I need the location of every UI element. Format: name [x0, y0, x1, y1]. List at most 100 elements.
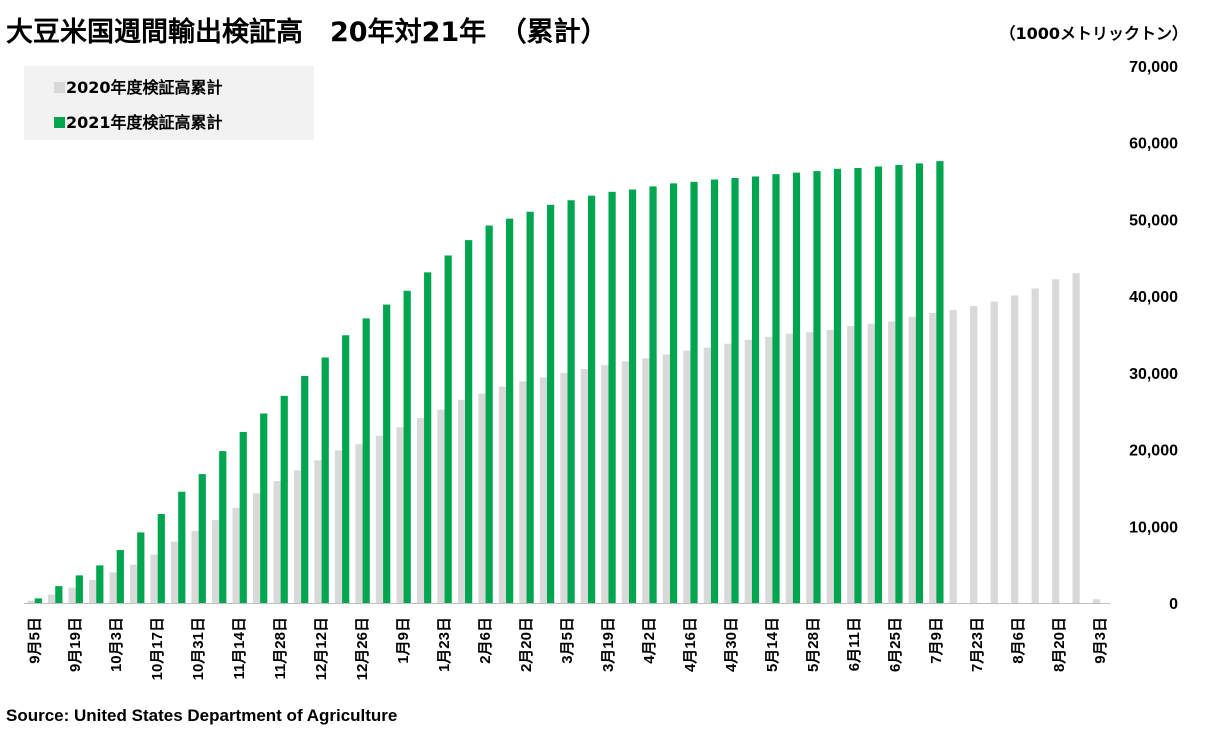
- bar-2021: [936, 161, 944, 603]
- x-tick-label: 9月5日: [26, 617, 43, 664]
- bar-2020: [560, 372, 568, 603]
- y-tick-label: 40,000: [1129, 289, 1178, 306]
- legend: 2020年度検証高累計 2021年度検証高累計: [24, 66, 314, 140]
- bar-2020: [1031, 288, 1039, 603]
- x-tick-label: 3月19日: [600, 617, 617, 672]
- bar-2020: [744, 339, 752, 603]
- bar-2021: [444, 255, 452, 604]
- bar-2020: [1072, 273, 1080, 603]
- bar-2021: [669, 183, 678, 603]
- bar-2021: [751, 176, 760, 603]
- bar-2020: [273, 481, 281, 603]
- bar-2020: [375, 435, 384, 603]
- bar-2021: [55, 586, 63, 603]
- y-tick-label: 60,000: [1129, 136, 1178, 153]
- y-tick-label: 20,000: [1129, 443, 1178, 460]
- bar-2021: [383, 304, 391, 603]
- bar-2020: [211, 520, 220, 603]
- bar-2020: [130, 564, 138, 603]
- y-tick-label: 30,000: [1129, 366, 1178, 383]
- x-tick-label: 10月17日: [149, 617, 166, 680]
- bar-2020: [949, 309, 957, 603]
- bar-2020: [457, 399, 466, 603]
- x-tick-label: 11月28日: [272, 617, 289, 680]
- bar-2021: [321, 357, 329, 603]
- bar-2021: [178, 491, 186, 603]
- bar-2020: [293, 470, 302, 603]
- bar-2021: [608, 191, 616, 603]
- x-tick-label: 10月31日: [190, 617, 207, 680]
- y-tick-label: 0: [1169, 596, 1178, 613]
- x-tick-label: 4月16日: [682, 617, 699, 672]
- bar-2020: [970, 306, 978, 603]
- bar-2020: [109, 572, 117, 603]
- x-tick-label: 5月14日: [764, 617, 781, 672]
- bar-2020: [396, 427, 404, 603]
- bar-2020: [908, 316, 916, 603]
- x-tick-label: 7月23日: [969, 617, 986, 672]
- bar-2020: [539, 377, 548, 603]
- bar-2021: [915, 163, 924, 603]
- bar-2021: [34, 598, 42, 603]
- y-tick-label: 70,000: [1129, 59, 1178, 76]
- x-tick-label: 4月30日: [723, 617, 740, 672]
- bar-2021: [198, 474, 206, 603]
- bar-2020: [498, 386, 507, 603]
- bar-2021: [567, 200, 575, 603]
- x-tick-label: 8月6日: [1010, 617, 1027, 664]
- chart-title: 大豆米国週間輸出検証高 20年対21年 （累計）: [6, 17, 608, 48]
- bar-2021: [710, 179, 719, 604]
- bar-2020: [437, 409, 445, 603]
- bar-2021: [526, 211, 534, 603]
- bar-2020: [765, 336, 773, 603]
- bar-2021: [116, 550, 124, 603]
- bar-2020: [662, 354, 670, 603]
- bar-2021: [260, 413, 268, 603]
- bar-2021: [157, 514, 165, 603]
- bar-2020: [806, 332, 814, 603]
- bar-2021: [301, 375, 309, 603]
- bar-2020: [191, 530, 199, 603]
- bar-2021: [833, 168, 842, 604]
- bar-2021: [137, 532, 145, 603]
- source-note: Source: United States Department of Agri…: [6, 706, 398, 725]
- x-tick-label: 12月12日: [313, 617, 330, 680]
- bar-2021: [485, 225, 493, 603]
- x-tick-label: 6月11日: [846, 617, 863, 671]
- x-tick-label: 9月19日: [67, 617, 84, 672]
- bar-2021: [342, 335, 350, 603]
- bar-2021: [424, 272, 432, 603]
- x-tick-label: 2月20日: [518, 617, 535, 672]
- bar-2020: [1011, 295, 1019, 603]
- bar-2020: [519, 381, 527, 603]
- bar-2020: [355, 444, 363, 603]
- x-tick-label: 3月5日: [559, 617, 576, 664]
- x-tick-label: 1月23日: [436, 617, 453, 672]
- bar-2020: [150, 554, 158, 603]
- bar-2021: [628, 189, 637, 603]
- y-tick-label: 10,000: [1129, 519, 1178, 536]
- bar-2021: [362, 318, 370, 603]
- bar-2021: [75, 575, 83, 603]
- bar-2020: [785, 333, 793, 603]
- bar-2020: [334, 450, 343, 603]
- bar-2021: [731, 178, 739, 603]
- bar-2020: [601, 365, 609, 603]
- bar-2021: [465, 240, 473, 603]
- bar-2021: [219, 451, 227, 603]
- x-tick-label: 12月26日: [354, 617, 371, 680]
- bar-2020: [48, 594, 56, 603]
- bar-2020: [170, 541, 179, 603]
- x-tick-label: 6月25日: [887, 617, 904, 672]
- bar-2020: [232, 507, 240, 603]
- x-tick-label: 5月28日: [805, 617, 822, 672]
- bar-2021: [239, 431, 247, 603]
- bar-2021: [403, 290, 411, 603]
- bar-2021: [792, 172, 801, 603]
- bar-2020: [314, 460, 322, 603]
- bar-2020: [888, 321, 896, 603]
- bar-2020: [847, 326, 855, 603]
- x-tick-label: 11月14日: [231, 617, 248, 680]
- bar-2021: [506, 218, 514, 603]
